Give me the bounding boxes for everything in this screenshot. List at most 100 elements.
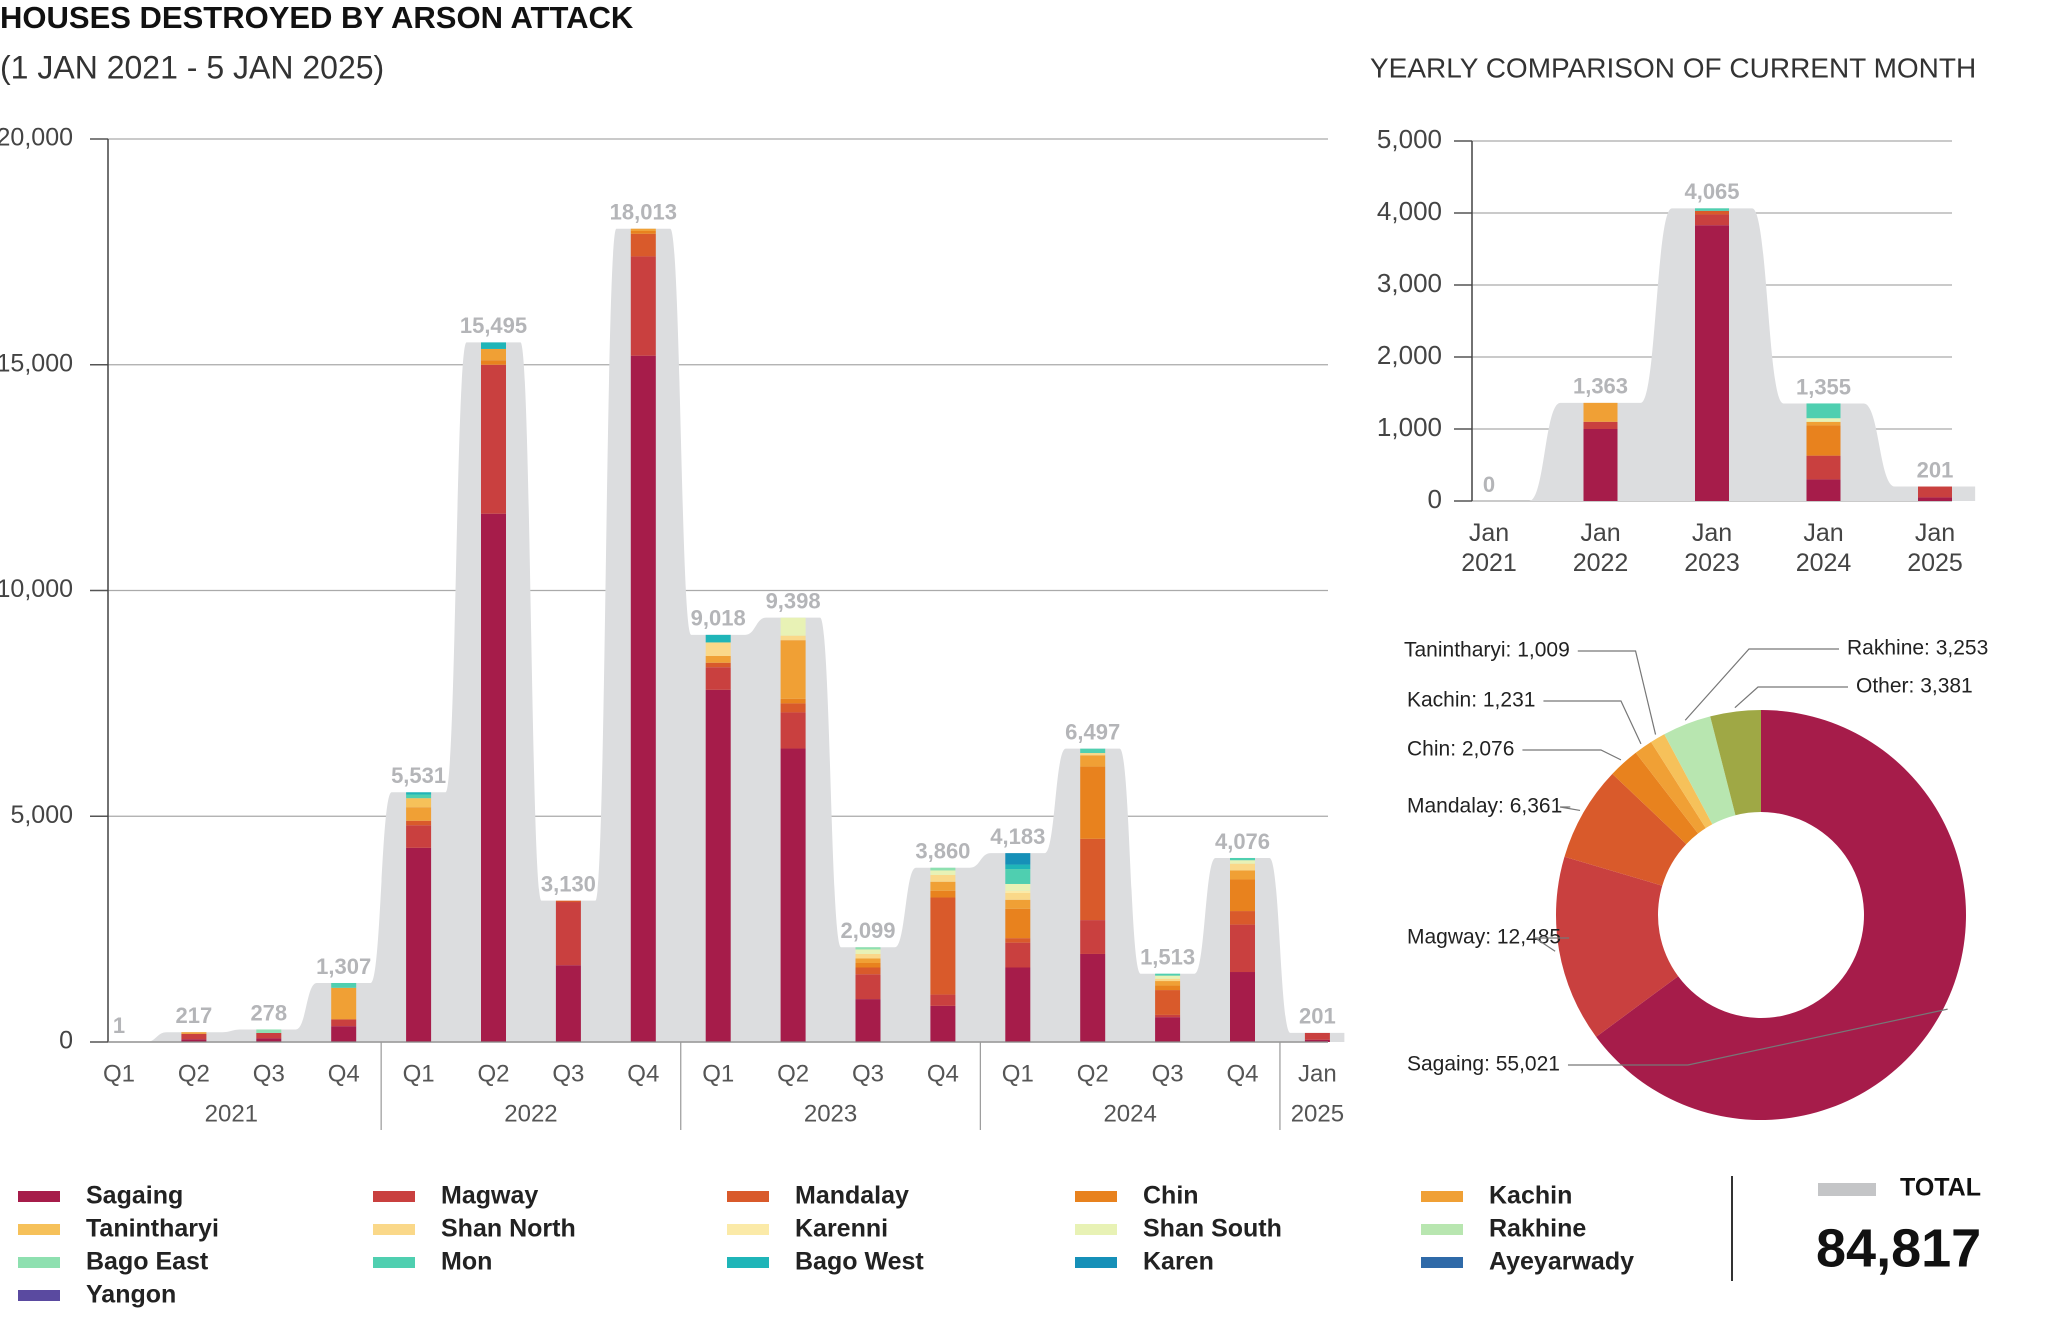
bar-segment (1806, 425, 1841, 456)
donut-slice (1612, 752, 1699, 845)
x-tick-label: Q3 (852, 1060, 884, 1087)
total-label: 4,076 (1215, 829, 1270, 854)
legend-swatch (727, 1224, 769, 1235)
bar-segment (555, 965, 581, 1042)
total-value: 84,817 (1816, 1218, 1981, 1278)
bar-segment (930, 881, 956, 891)
bar-segment (1005, 899, 1031, 909)
y-tick-label: 2,000 (1377, 340, 1442, 370)
bar-segment (331, 982, 357, 988)
donut-slice (1664, 716, 1736, 825)
total-label: 18,013 (610, 200, 677, 225)
bar-segment (1080, 838, 1106, 921)
bar-segment (780, 635, 806, 641)
x-tick-label: Jan 2023 (1684, 519, 1740, 577)
legend-label: Shan North (441, 1215, 576, 1243)
legend-swatch (727, 1191, 769, 1202)
bar-segment (481, 360, 506, 365)
bar-segment (780, 698, 806, 704)
bar-segment (630, 233, 656, 257)
legend-swatch (1075, 1191, 1117, 1202)
x-tick-label: Jan (1298, 1060, 1337, 1087)
x-tick-label: Q1 (103, 1060, 135, 1087)
bar-segment (705, 634, 731, 643)
total-label: 1,307 (316, 954, 371, 979)
bar-segment (630, 230, 656, 234)
bar-segment (855, 947, 881, 950)
bar-segment (780, 640, 806, 699)
donut-slice (1710, 710, 1761, 816)
bar-segment (630, 256, 656, 356)
bar-segment (481, 364, 506, 514)
bar-segment (780, 748, 806, 1042)
bar-segment (930, 870, 956, 875)
legend-swatch (727, 1257, 769, 1268)
bar-segment (930, 890, 956, 898)
bar-segment (1080, 920, 1106, 954)
bar-segment (481, 513, 506, 1042)
chart-title: HOUSES DESTROYED BY ARSON ATTACK (0, 0, 634, 35)
x-tick-label: Q4 (927, 1060, 959, 1087)
bar-segment (331, 1019, 357, 1027)
y-tick-label: 20,000 (0, 124, 73, 152)
bar-segment (406, 807, 432, 821)
legend-swatch (1075, 1257, 1117, 1268)
donut-slice (1651, 734, 1713, 829)
legend-swatch (1421, 1257, 1463, 1268)
bar-segment (481, 348, 506, 361)
bar-segment (181, 1039, 207, 1042)
bar-segment (1005, 883, 1031, 891)
legend-swatch (373, 1224, 415, 1235)
bar-segment (1695, 225, 1729, 502)
legend-label: Karenni (795, 1215, 888, 1243)
bar-segment (1080, 748, 1106, 754)
bar-segment (1080, 953, 1106, 1042)
bar-segment (1005, 908, 1031, 939)
bar-segment (1806, 418, 1841, 422)
y-tick-label: 15,000 (0, 349, 73, 377)
bar-segment (1155, 973, 1181, 976)
legend-label: Tanintharyi (86, 1215, 219, 1243)
total-label: 5,531 (391, 763, 446, 788)
donut-label: Chin: 2,076 (1407, 738, 1514, 761)
bar-segment (1230, 879, 1255, 912)
bar-segment (181, 1033, 207, 1040)
leader-line (1577, 650, 1657, 735)
total-label: 1,355 (1796, 374, 1851, 399)
bar-segment (1806, 403, 1841, 419)
x-tick-label: Jan 2022 (1572, 519, 1629, 577)
bar-segment (1155, 978, 1181, 982)
legend-label: Yangon (86, 1281, 176, 1309)
bar-segment (1918, 497, 1952, 501)
total-label: 15,495 (460, 313, 527, 338)
x-tick-label: Jan 2025 (1907, 519, 1963, 577)
bar-segment (1005, 893, 1031, 900)
bar-segment (1230, 870, 1255, 880)
leader-line (1559, 806, 1581, 812)
bar-segment (855, 962, 881, 968)
x-tick-label: Q4 (1226, 1060, 1258, 1087)
bar-segment (406, 847, 432, 1042)
bar-segment (855, 949, 881, 954)
bar-segment (1230, 924, 1255, 973)
bar-segment (1230, 857, 1255, 861)
donut-label: Sagaing: 55,021 (1407, 1053, 1560, 1076)
total-label: 1,363 (1573, 374, 1628, 399)
legend-label: Kachin (1489, 1182, 1572, 1210)
bar-segment (705, 667, 731, 690)
x-tick-label: Q2 (1077, 1060, 1109, 1087)
bar-segment (481, 342, 506, 349)
donut-slice (1635, 741, 1706, 834)
bar-segment (256, 1032, 282, 1039)
donut-label: Mandalay: 6,361 (1407, 795, 1562, 818)
donut-slice (1564, 773, 1687, 886)
bar-segment (1005, 942, 1031, 968)
bar-segment (256, 1029, 282, 1033)
legend-swatch (18, 1191, 60, 1202)
bar-segment (1304, 1039, 1330, 1042)
bar-segment (1005, 938, 1031, 943)
donut-label: Tanintharyi: 1,009 (1404, 639, 1570, 662)
total-label: 217 (176, 1003, 213, 1028)
bar-segment (406, 792, 432, 795)
